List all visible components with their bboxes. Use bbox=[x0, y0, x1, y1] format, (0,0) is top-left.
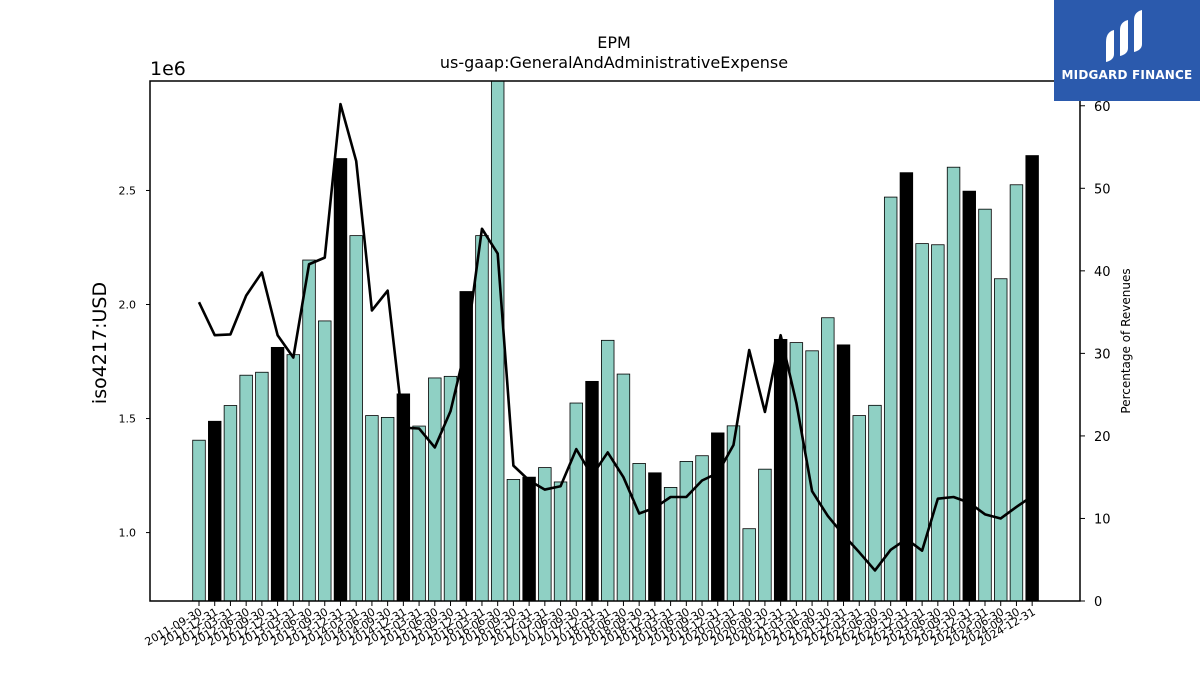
bar bbox=[648, 472, 662, 602]
chart-subtitle: us-gaap:GeneralAndAdministrativeExpense bbox=[440, 53, 788, 72]
y2-tick-label: 20 bbox=[1094, 430, 1111, 445]
y2-tick-label: 10 bbox=[1094, 512, 1111, 527]
line-series bbox=[197, 102, 1033, 572]
bar bbox=[883, 196, 898, 602]
bar bbox=[821, 317, 835, 602]
y2-axis-label: Percentage of Revenues bbox=[1119, 268, 1133, 413]
y-axis-label: iso4217:USD bbox=[89, 282, 111, 404]
bar bbox=[994, 278, 1008, 602]
y-tick-label: 1.5 bbox=[119, 413, 137, 426]
bar bbox=[758, 468, 772, 602]
bar bbox=[553, 481, 568, 602]
bar bbox=[773, 338, 788, 602]
bar bbox=[663, 487, 678, 602]
bar bbox=[286, 354, 301, 602]
bar bbox=[192, 439, 206, 602]
y2-tick-label: 0 bbox=[1094, 595, 1102, 610]
bar bbox=[962, 190, 976, 602]
bar bbox=[380, 416, 395, 602]
y-tick-label: 2.5 bbox=[119, 184, 137, 197]
bar bbox=[365, 415, 379, 602]
chart-title: EPM bbox=[597, 33, 631, 52]
bar bbox=[223, 405, 238, 602]
y2-axis-ticks: 0 10 20 30 40 50 60 bbox=[1080, 100, 1111, 610]
brand-logo-icon bbox=[1106, 10, 1142, 62]
y-axis-offset-label: 1e6 bbox=[150, 58, 186, 80]
brand-name: MIDGARD FINANCE bbox=[1061, 68, 1193, 82]
y2-tick-label: 60 bbox=[1094, 100, 1111, 115]
y2-tick-label: 40 bbox=[1094, 265, 1111, 280]
bar bbox=[349, 235, 363, 602]
bar bbox=[569, 402, 583, 602]
y-axis-ticks: 1.0 1.5 2.0 2.5 bbox=[119, 184, 150, 540]
bar bbox=[1009, 184, 1024, 602]
plot-frame bbox=[149, 80, 1081, 602]
bar bbox=[632, 463, 646, 602]
y2-tick-label: 30 bbox=[1094, 347, 1111, 362]
bar bbox=[333, 158, 348, 602]
bar bbox=[836, 344, 851, 602]
bar bbox=[270, 346, 285, 602]
bar bbox=[302, 259, 316, 602]
bar bbox=[428, 377, 442, 602]
bar bbox=[978, 208, 992, 602]
bar bbox=[601, 339, 615, 602]
bar bbox=[742, 528, 756, 602]
bar bbox=[852, 415, 866, 602]
bar bbox=[475, 235, 489, 602]
bar bbox=[412, 425, 426, 602]
y-tick-label: 2.0 bbox=[119, 299, 137, 312]
brand-logo: MIDGARD FINANCE bbox=[1054, 0, 1200, 101]
bar bbox=[208, 420, 222, 602]
bar bbox=[255, 371, 269, 602]
bar bbox=[679, 461, 694, 602]
bar bbox=[522, 476, 536, 602]
x-axis-ticks: 2011-09-302011-12-312012-03-312012-06-30… bbox=[143, 601, 1038, 649]
bar bbox=[711, 432, 725, 602]
bar-series bbox=[192, 80, 1039, 602]
bar bbox=[805, 350, 819, 602]
bar bbox=[946, 166, 961, 602]
bar bbox=[585, 380, 599, 602]
bar bbox=[931, 244, 945, 602]
bar bbox=[490, 80, 505, 602]
bar bbox=[239, 374, 253, 602]
bar bbox=[899, 172, 914, 602]
bar bbox=[318, 320, 332, 602]
y-tick-label: 1.0 bbox=[119, 527, 137, 540]
bar bbox=[1025, 155, 1039, 602]
bar bbox=[506, 479, 521, 602]
y2-tick-label: 50 bbox=[1094, 182, 1111, 197]
percentage-line bbox=[197, 102, 1033, 572]
